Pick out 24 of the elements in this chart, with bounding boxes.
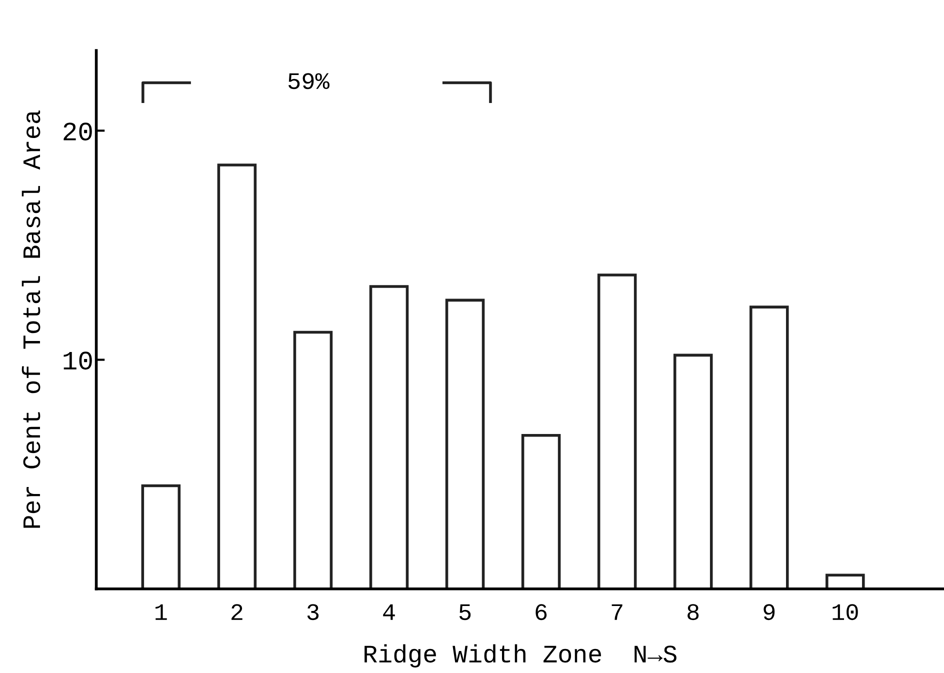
bar — [445, 298, 485, 589]
x-tick-label: 5 — [459, 604, 471, 620]
x-axis-title: Ridge Width Zone N→S — [364, 644, 676, 668]
bar — [369, 285, 409, 589]
bar — [597, 274, 637, 589]
annotation: 59% — [288, 73, 330, 90]
bar — [521, 434, 561, 589]
x-tick-label: 1 — [156, 604, 167, 620]
x-tick-label: 6 — [536, 604, 547, 620]
x-tick-label: 2 — [232, 604, 242, 620]
x-tick-label: 10 — [832, 604, 858, 620]
x-tick-label: 3 — [307, 604, 319, 620]
bar — [673, 354, 713, 589]
y-axis-title: Per Cent of Total Basal Area — [22, 110, 40, 528]
bar — [826, 574, 865, 589]
x-tick-label: 8 — [688, 604, 699, 620]
bar — [750, 306, 789, 589]
x-tick-label: 7 — [612, 604, 622, 620]
y-tick-label: 20 — [64, 122, 92, 140]
bar — [217, 164, 257, 589]
x-tick-label: 4 — [383, 604, 395, 620]
bar — [141, 484, 181, 589]
x-tick-label: 9 — [764, 604, 775, 620]
bar — [293, 330, 333, 589]
